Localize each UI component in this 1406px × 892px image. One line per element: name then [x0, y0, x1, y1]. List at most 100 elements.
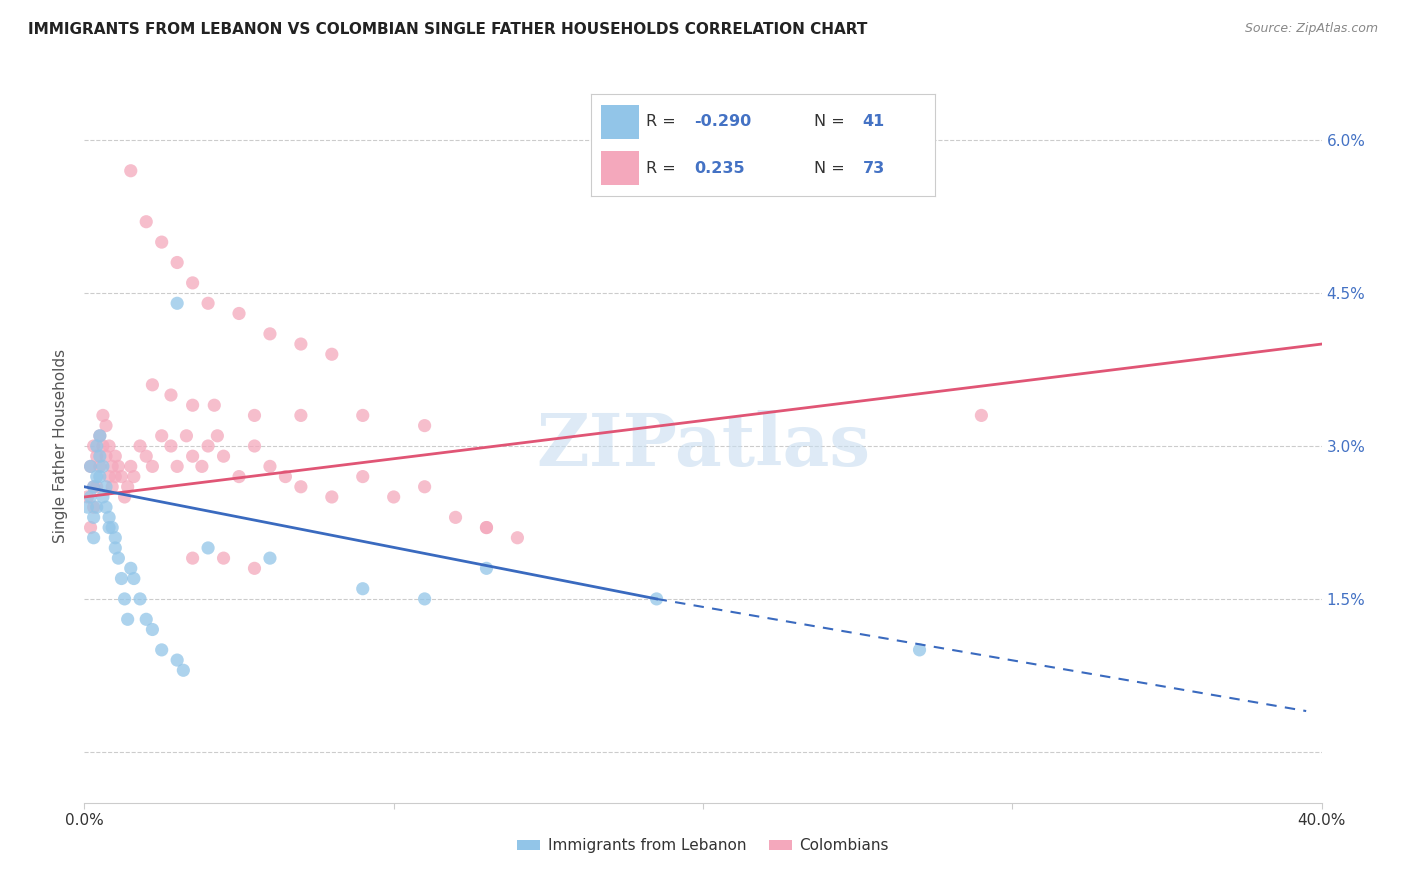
Point: [506, 531, 529, 545]
Point: [207, 429, 229, 443]
Point: [91, 490, 114, 504]
Point: [94, 449, 117, 463]
Point: [475, 561, 498, 575]
Point: [122, 572, 145, 586]
Y-axis label: Single Father Households: Single Father Households: [53, 349, 69, 543]
Point: [107, 459, 129, 474]
Point: [160, 439, 183, 453]
Point: [172, 663, 194, 677]
Point: [129, 591, 152, 606]
Point: [135, 449, 157, 463]
Point: [91, 459, 114, 474]
Point: [114, 591, 136, 606]
Point: [475, 520, 498, 534]
Point: [166, 653, 188, 667]
Point: [104, 469, 127, 483]
Point: [166, 296, 188, 310]
Point: [110, 572, 132, 586]
Point: [98, 510, 121, 524]
Text: N =: N =: [814, 161, 851, 176]
Point: [274, 469, 297, 483]
Point: [94, 480, 117, 494]
Point: [202, 398, 225, 412]
Point: [259, 326, 281, 341]
Point: [150, 643, 173, 657]
Point: [89, 459, 111, 474]
Point: [181, 398, 204, 412]
Point: [89, 449, 111, 463]
Point: [94, 500, 117, 515]
Point: [120, 459, 142, 474]
Point: [76, 500, 98, 515]
Text: N =: N =: [814, 114, 851, 129]
Point: [120, 163, 142, 178]
Point: [129, 439, 152, 453]
Text: IMMIGRANTS FROM LEBANON VS COLOMBIAN SINGLE FATHER HOUSEHOLDS CORRELATION CHART: IMMIGRANTS FROM LEBANON VS COLOMBIAN SIN…: [28, 22, 868, 37]
Point: [141, 377, 163, 392]
Point: [79, 490, 101, 504]
Point: [117, 612, 139, 626]
Point: [160, 388, 183, 402]
Point: [181, 276, 204, 290]
Point: [83, 510, 105, 524]
Point: [413, 418, 436, 433]
Point: [141, 459, 163, 474]
Point: [135, 612, 157, 626]
Point: [86, 469, 108, 483]
Point: [444, 510, 467, 524]
Point: [166, 255, 188, 269]
Point: [197, 439, 219, 453]
Point: [243, 561, 266, 575]
Point: [228, 469, 250, 483]
Point: [83, 439, 105, 453]
Point: [970, 409, 993, 423]
Point: [259, 551, 281, 566]
Point: [107, 551, 129, 566]
Point: [94, 418, 117, 433]
Point: [117, 480, 139, 494]
Point: [259, 459, 281, 474]
Point: [181, 551, 204, 566]
Point: [212, 449, 235, 463]
Point: [228, 306, 250, 320]
Point: [76, 490, 98, 504]
Point: [135, 215, 157, 229]
Point: [83, 500, 105, 515]
Point: [86, 500, 108, 515]
Point: [150, 429, 173, 443]
Point: [83, 531, 105, 545]
Text: 41: 41: [863, 114, 884, 129]
Point: [79, 459, 101, 474]
Point: [110, 469, 132, 483]
Point: [86, 449, 108, 463]
Point: [98, 439, 121, 453]
Point: [150, 235, 173, 249]
Legend: Immigrants from Lebanon, Colombians: Immigrants from Lebanon, Colombians: [510, 832, 896, 859]
Point: [191, 459, 214, 474]
Point: [120, 561, 142, 575]
Point: [122, 469, 145, 483]
Text: 73: 73: [863, 161, 884, 176]
Point: [89, 429, 111, 443]
Point: [475, 520, 498, 534]
Point: [91, 409, 114, 423]
Point: [352, 582, 374, 596]
Point: [321, 347, 343, 361]
Text: 0.235: 0.235: [695, 161, 745, 176]
Bar: [600, 105, 638, 139]
Point: [91, 439, 114, 453]
Point: [114, 490, 136, 504]
Point: [290, 480, 312, 494]
Point: [79, 459, 101, 474]
Point: [181, 449, 204, 463]
Point: [104, 541, 127, 555]
Point: [104, 449, 127, 463]
Point: [101, 459, 124, 474]
Point: [243, 409, 266, 423]
Point: [176, 429, 198, 443]
Point: [382, 490, 405, 504]
Text: -0.290: -0.290: [695, 114, 751, 129]
Text: Source: ZipAtlas.com: Source: ZipAtlas.com: [1244, 22, 1378, 36]
Text: R =: R =: [645, 114, 681, 129]
Point: [86, 480, 108, 494]
